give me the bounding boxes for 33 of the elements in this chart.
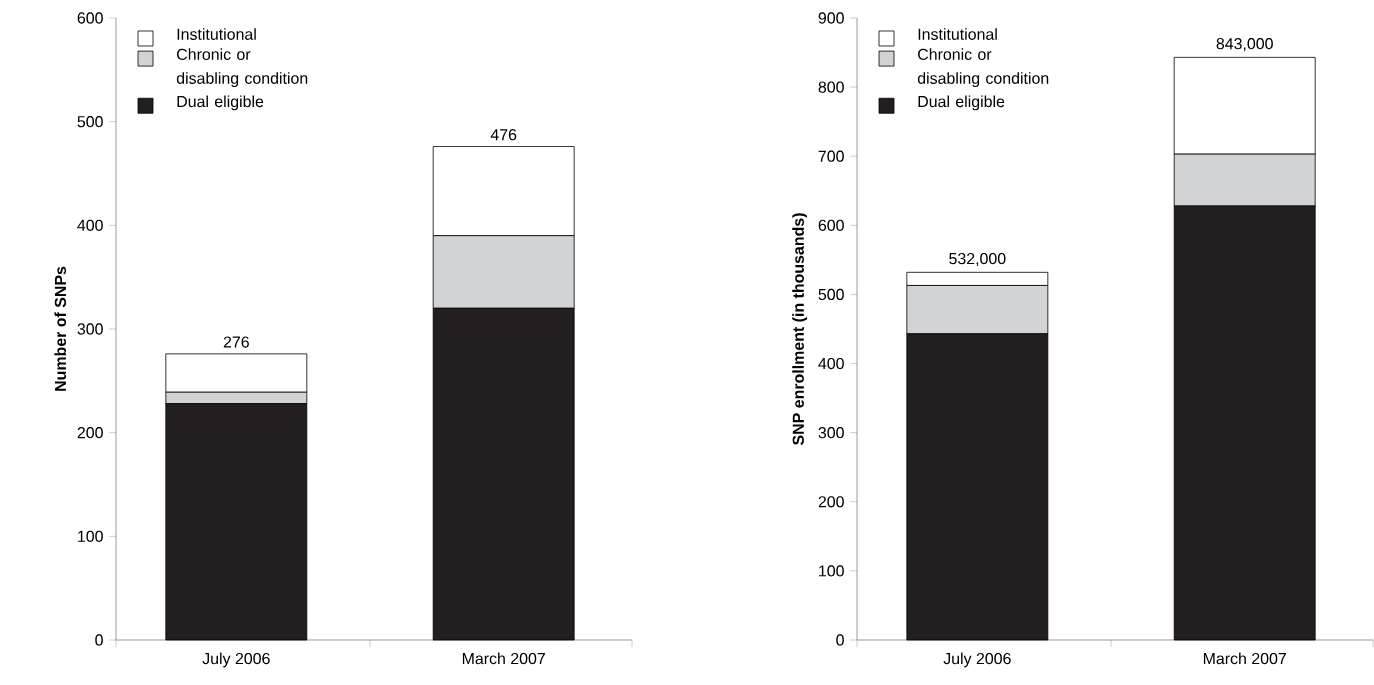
total-label: 843,000 — [1216, 38, 1273, 52]
y-axis-title: Number of SNPs — [54, 266, 67, 391]
legend-label: Institutional — [918, 28, 997, 40]
y-tick-label: 300 — [818, 427, 844, 439]
total-label: 276 — [223, 336, 249, 348]
y-tick-label: 500 — [77, 116, 103, 128]
y-tick-label: 400 — [818, 357, 844, 370]
total-label: 476 — [490, 129, 517, 141]
legend-label: Dual eligible — [918, 95, 1005, 111]
y-tick-label: 500 — [818, 288, 844, 301]
y-tick-label: 900 — [818, 12, 844, 24]
y-tick-label: 800 — [818, 81, 844, 93]
y-axis-title: SNP enrollment (in thousands) — [792, 213, 808, 445]
y-tick-label: 600 — [77, 12, 103, 24]
y-tick-label: 0 — [836, 634, 844, 646]
x-tick-label: July 2006 — [202, 652, 270, 668]
y-tick-label: 600 — [818, 219, 844, 231]
y-tick-label: 100 — [78, 530, 103, 542]
legend-label: Chronic or disabling condition — [917, 48, 1049, 88]
x-tick-label: March 2007 — [462, 652, 545, 665]
y-tick-label: 0 — [95, 634, 103, 646]
legend-label: Chronic or disabling condition — [176, 48, 308, 88]
y-tick-label: 200 — [818, 496, 844, 508]
legend-label: Dual eligible — [177, 95, 264, 111]
total-label: 532,000 — [949, 252, 1006, 267]
x-tick-label: July 2006 — [943, 652, 1011, 668]
legend-label: Institutional — [177, 28, 256, 40]
y-tick-label: 200 — [77, 427, 103, 439]
y-tick-label: 700 — [818, 150, 844, 162]
y-tick-label: 400 — [77, 219, 103, 231]
x-tick-label: March 2007 — [1203, 652, 1286, 665]
y-tick-label: 300 — [77, 323, 103, 335]
y-tick-label: 100 — [819, 565, 844, 577]
